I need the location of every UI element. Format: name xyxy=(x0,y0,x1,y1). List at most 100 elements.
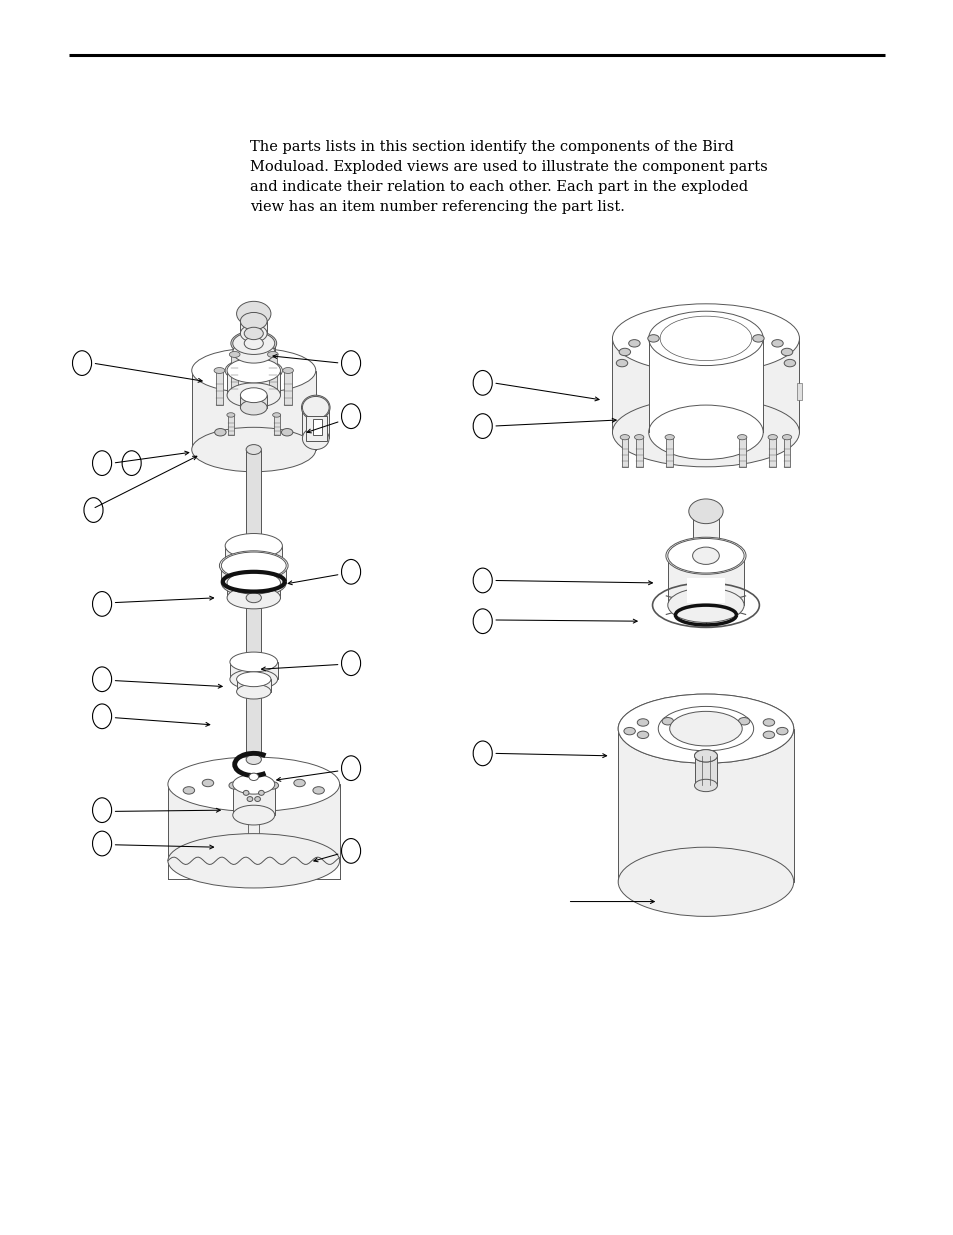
Ellipse shape xyxy=(647,335,659,342)
Ellipse shape xyxy=(694,779,717,792)
Bar xyxy=(302,408,329,438)
Ellipse shape xyxy=(619,435,629,440)
Ellipse shape xyxy=(244,337,263,350)
Ellipse shape xyxy=(227,383,280,408)
Ellipse shape xyxy=(762,719,774,726)
Text: The parts lists in this section identify the components of the Bird
Moduload. Ex: The parts lists in this section identify… xyxy=(250,140,767,214)
Ellipse shape xyxy=(230,652,277,672)
Ellipse shape xyxy=(227,412,234,417)
Ellipse shape xyxy=(233,341,274,363)
Bar xyxy=(274,415,279,435)
Ellipse shape xyxy=(648,405,762,459)
Ellipse shape xyxy=(233,332,274,354)
Bar xyxy=(225,546,282,566)
Bar xyxy=(228,415,233,435)
Bar xyxy=(648,338,762,432)
Ellipse shape xyxy=(301,395,330,420)
Ellipse shape xyxy=(669,711,741,746)
Ellipse shape xyxy=(783,359,795,367)
Ellipse shape xyxy=(665,537,745,574)
Bar xyxy=(694,756,717,785)
Ellipse shape xyxy=(247,797,253,802)
Bar xyxy=(244,333,263,343)
Ellipse shape xyxy=(192,348,315,393)
Bar xyxy=(284,370,292,405)
Ellipse shape xyxy=(618,348,630,356)
Ellipse shape xyxy=(267,782,278,789)
Ellipse shape xyxy=(762,731,774,739)
Bar xyxy=(269,354,276,389)
Bar xyxy=(667,556,743,605)
Ellipse shape xyxy=(658,706,753,751)
Ellipse shape xyxy=(246,541,261,551)
Ellipse shape xyxy=(231,331,276,356)
Bar xyxy=(246,598,261,662)
Ellipse shape xyxy=(244,327,263,340)
Ellipse shape xyxy=(202,779,213,787)
Ellipse shape xyxy=(664,435,674,440)
Ellipse shape xyxy=(240,388,267,403)
Ellipse shape xyxy=(781,348,792,356)
Ellipse shape xyxy=(183,787,194,794)
Ellipse shape xyxy=(168,757,339,811)
Ellipse shape xyxy=(302,427,329,450)
Ellipse shape xyxy=(618,694,793,763)
Ellipse shape xyxy=(213,368,225,373)
Ellipse shape xyxy=(192,427,315,472)
Bar xyxy=(635,437,641,467)
Ellipse shape xyxy=(225,553,282,578)
Ellipse shape xyxy=(240,325,267,342)
Ellipse shape xyxy=(221,569,286,597)
Bar xyxy=(221,566,286,583)
Ellipse shape xyxy=(221,552,286,579)
Ellipse shape xyxy=(236,301,271,326)
Ellipse shape xyxy=(313,787,324,794)
Bar xyxy=(692,511,719,556)
Ellipse shape xyxy=(282,368,294,373)
Ellipse shape xyxy=(246,593,261,603)
Ellipse shape xyxy=(628,340,639,347)
Ellipse shape xyxy=(694,750,717,762)
Ellipse shape xyxy=(737,435,746,440)
Ellipse shape xyxy=(637,719,648,726)
Ellipse shape xyxy=(692,503,719,520)
Ellipse shape xyxy=(294,779,305,787)
Ellipse shape xyxy=(752,335,763,342)
Ellipse shape xyxy=(667,588,743,622)
Ellipse shape xyxy=(618,847,793,916)
Ellipse shape xyxy=(225,534,282,558)
Ellipse shape xyxy=(776,727,787,735)
Ellipse shape xyxy=(249,773,258,781)
Bar xyxy=(233,343,274,352)
Ellipse shape xyxy=(281,429,293,436)
Bar xyxy=(246,450,261,546)
Ellipse shape xyxy=(267,352,278,357)
Ellipse shape xyxy=(661,718,673,725)
Ellipse shape xyxy=(229,782,240,789)
Bar xyxy=(665,437,672,467)
Ellipse shape xyxy=(771,340,782,347)
Ellipse shape xyxy=(667,538,743,573)
Bar xyxy=(796,383,801,400)
Ellipse shape xyxy=(230,669,277,689)
Bar xyxy=(168,784,339,861)
Bar xyxy=(768,437,776,467)
Bar xyxy=(227,583,280,598)
Ellipse shape xyxy=(692,547,719,564)
Bar xyxy=(306,416,327,441)
Bar xyxy=(233,784,274,815)
Ellipse shape xyxy=(781,435,791,440)
Ellipse shape xyxy=(240,400,267,415)
Ellipse shape xyxy=(229,352,240,357)
Ellipse shape xyxy=(254,797,260,802)
Bar xyxy=(313,419,322,435)
Bar xyxy=(192,370,315,450)
Bar xyxy=(236,679,271,692)
Ellipse shape xyxy=(618,694,793,763)
Ellipse shape xyxy=(273,412,280,417)
Bar xyxy=(618,729,793,882)
Bar xyxy=(782,437,789,467)
Ellipse shape xyxy=(246,657,261,667)
Bar xyxy=(738,437,745,467)
Ellipse shape xyxy=(738,718,749,725)
